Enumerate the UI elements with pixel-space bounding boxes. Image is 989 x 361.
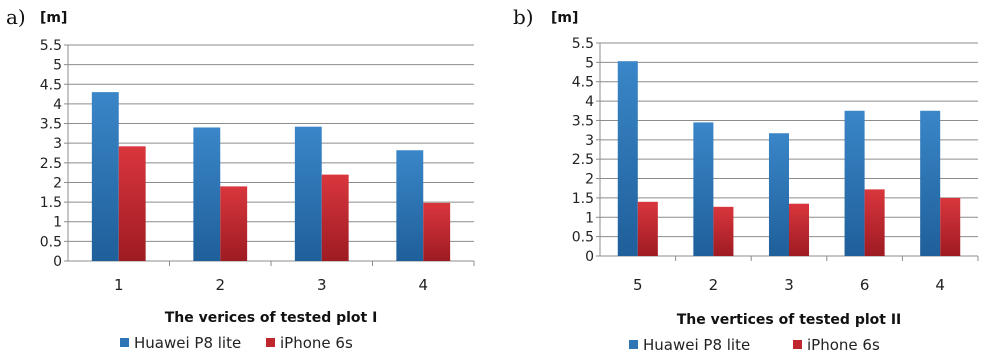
x-tick-label: 6 bbox=[860, 276, 870, 294]
x-tick-label: 1 bbox=[114, 276, 124, 294]
y-tick-label: 1.5 bbox=[572, 191, 594, 207]
y-tick-label: 2.5 bbox=[40, 156, 62, 172]
y-tick-label: 3.5 bbox=[572, 113, 594, 129]
y-tick-label: 5 bbox=[585, 55, 594, 71]
y-tick-label: 4 bbox=[53, 97, 62, 113]
bar bbox=[396, 150, 424, 261]
bar bbox=[768, 133, 789, 256]
bar bbox=[693, 122, 714, 257]
bar bbox=[220, 186, 248, 261]
y-tick-label: 1 bbox=[53, 215, 62, 231]
y-unit-label: [m] bbox=[40, 10, 67, 26]
y-tick-label: 4.5 bbox=[572, 75, 594, 91]
bar bbox=[617, 61, 638, 257]
x-tick-label: 4 bbox=[418, 276, 428, 294]
legend-swatch bbox=[120, 338, 129, 347]
bar bbox=[637, 201, 658, 256]
y-tick-label: 0.5 bbox=[40, 234, 62, 250]
legend-swatch bbox=[793, 340, 802, 349]
x-tick-label: 3 bbox=[784, 276, 794, 294]
bar bbox=[294, 126, 322, 261]
bar bbox=[118, 146, 146, 261]
y-tick-label: 2.5 bbox=[572, 152, 594, 168]
y-tick-label: 2 bbox=[53, 175, 62, 191]
bar bbox=[844, 110, 865, 256]
legend-label: iPhone 6s bbox=[280, 334, 353, 352]
legend-swatch bbox=[266, 338, 275, 347]
legend-label: Huawei P8 lite bbox=[134, 334, 241, 352]
bar bbox=[789, 203, 810, 256]
bar bbox=[321, 174, 349, 261]
y-tick-label: 0.5 bbox=[572, 230, 594, 246]
y-tick-label: 0 bbox=[585, 249, 594, 265]
bar bbox=[920, 110, 941, 256]
y-tick-label: 5 bbox=[53, 58, 62, 74]
y-tick-label: 2 bbox=[585, 172, 594, 188]
x-tick-label: 4 bbox=[935, 276, 945, 294]
x-tick-label: 3 bbox=[317, 276, 327, 294]
y-tick-label: 3 bbox=[53, 136, 62, 152]
x-tick-label: 2 bbox=[709, 276, 719, 294]
bar bbox=[864, 189, 885, 256]
bar bbox=[193, 127, 221, 262]
legend-label: iPhone 6s bbox=[807, 336, 880, 354]
y-tick-label: 5.5 bbox=[40, 38, 62, 54]
y-tick-label: 3 bbox=[585, 133, 594, 149]
bar bbox=[91, 92, 119, 261]
panel-label: a) bbox=[6, 5, 26, 29]
y-tick-label: 4 bbox=[585, 94, 594, 110]
y-unit-label: [m] bbox=[551, 10, 578, 26]
y-tick-label: 1.5 bbox=[40, 195, 62, 211]
y-tick-label: 0 bbox=[53, 254, 62, 270]
bar bbox=[940, 197, 961, 256]
bar bbox=[713, 206, 734, 256]
y-tick-label: 4.5 bbox=[40, 77, 62, 93]
x-axis-title: The verices of tested plot I bbox=[165, 310, 378, 326]
x-tick-label: 5 bbox=[633, 276, 643, 294]
x-tick-label: 2 bbox=[215, 276, 225, 294]
x-axis-title: The vertices of tested plot II bbox=[677, 312, 902, 328]
y-tick-label: 1 bbox=[585, 210, 594, 226]
legend-swatch bbox=[629, 340, 638, 349]
bar bbox=[423, 202, 451, 261]
legend-label: Huawei P8 lite bbox=[643, 336, 750, 354]
y-tick-label: 3.5 bbox=[40, 117, 62, 133]
y-tick-label: 5.5 bbox=[572, 36, 594, 52]
panel-label: b) bbox=[513, 5, 534, 29]
